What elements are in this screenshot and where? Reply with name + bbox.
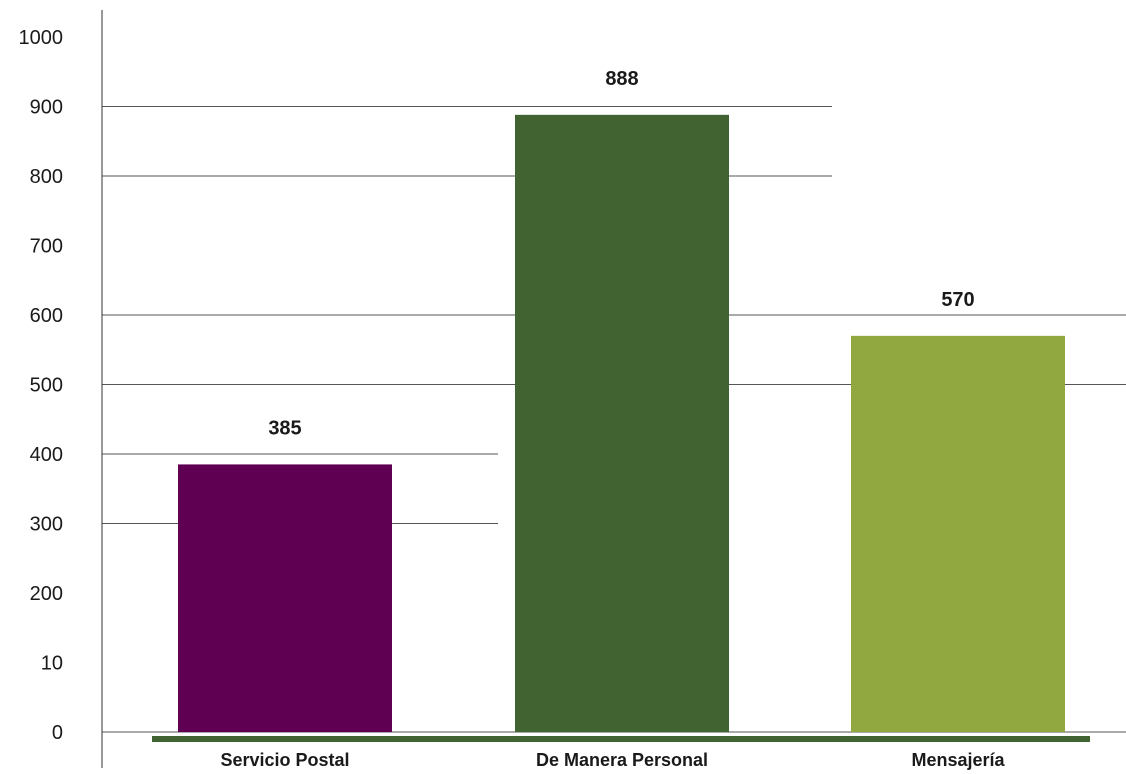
category-label: De Manera Personal [536,750,708,770]
bar [515,114,729,733]
y-tick-label: 500 [30,375,63,397]
y-axis-tick-labels: 0 10 200 300 400 500 600 700 800 900 1000 [19,27,64,744]
bar-value-label: 570 [941,289,974,311]
x-axis-baseline [152,736,1090,742]
y-tick-label: 600 [30,305,63,327]
category-label: Mensajería [911,750,1005,770]
y-tick-label: 700 [30,236,63,258]
y-tick-label: 400 [30,444,63,466]
bar-value-label: 385 [268,417,301,439]
y-tick-label: 900 [30,97,63,119]
bars [178,114,1065,733]
bar [851,335,1065,732]
y-tick-label: 800 [30,166,63,188]
y-tick-label: 200 [30,583,63,605]
bar-value-label: 888 [605,68,638,90]
bar [178,464,392,732]
data-labels: 385 888 570 [268,68,974,440]
y-tick-label: 300 [30,514,63,536]
category-label: Servicio Postal [220,750,349,770]
y-tick-label: 0 [52,722,63,744]
category-labels: Servicio Postal De Manera Personal Mensaje… [220,750,1005,770]
y-tick-label: 1000 [19,27,64,49]
y-tick-label: 10 [41,653,63,675]
